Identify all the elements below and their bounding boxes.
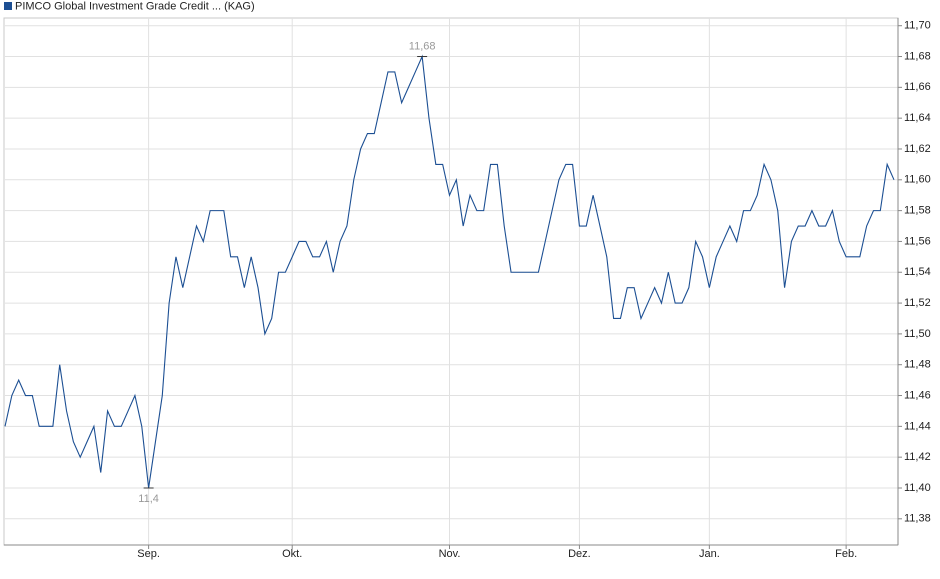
x-tick-label: Sep.	[137, 548, 160, 560]
x-tick-label: Nov.	[439, 548, 461, 560]
legend-swatch	[4, 2, 12, 10]
line-series	[4, 54, 895, 489]
x-tick-label: Dez.	[568, 548, 591, 560]
y-tick-label: 11,66	[904, 81, 931, 93]
y-tick-label: 11,44	[904, 420, 931, 432]
y-tick-label: 11,64	[904, 112, 931, 124]
y-tick-label: 11,48	[904, 359, 931, 371]
y-tick-label: 11,56	[904, 235, 931, 247]
y-tick-label: 11,60	[904, 174, 931, 186]
y-tick-label: 11,50	[904, 328, 931, 340]
y-tick-label: 11,42	[904, 451, 931, 463]
value-label: 11,68	[409, 40, 436, 52]
y-tick-label: 11,70	[904, 20, 931, 32]
y-tick-label: 11,62	[904, 143, 931, 155]
y-tick-label: 11,52	[904, 297, 931, 309]
y-tick-label: 11,68	[904, 50, 931, 62]
legend-label: PIMCO Global Investment Grade Credit ...…	[15, 0, 255, 12]
y-tick-label: 11,40	[904, 482, 931, 494]
x-tick-label: Feb.	[835, 548, 857, 560]
y-tick-label: 11,38	[904, 513, 931, 525]
x-tick-label: Jan.	[699, 548, 720, 560]
y-tick-label: 11,54	[904, 266, 931, 278]
y-tick-label: 11,58	[904, 205, 931, 217]
plot-area	[3, 17, 899, 546]
x-tick-label: Okt.	[282, 548, 302, 560]
y-tick-label: 11,46	[904, 389, 931, 401]
value-label: 11,4	[138, 493, 159, 505]
